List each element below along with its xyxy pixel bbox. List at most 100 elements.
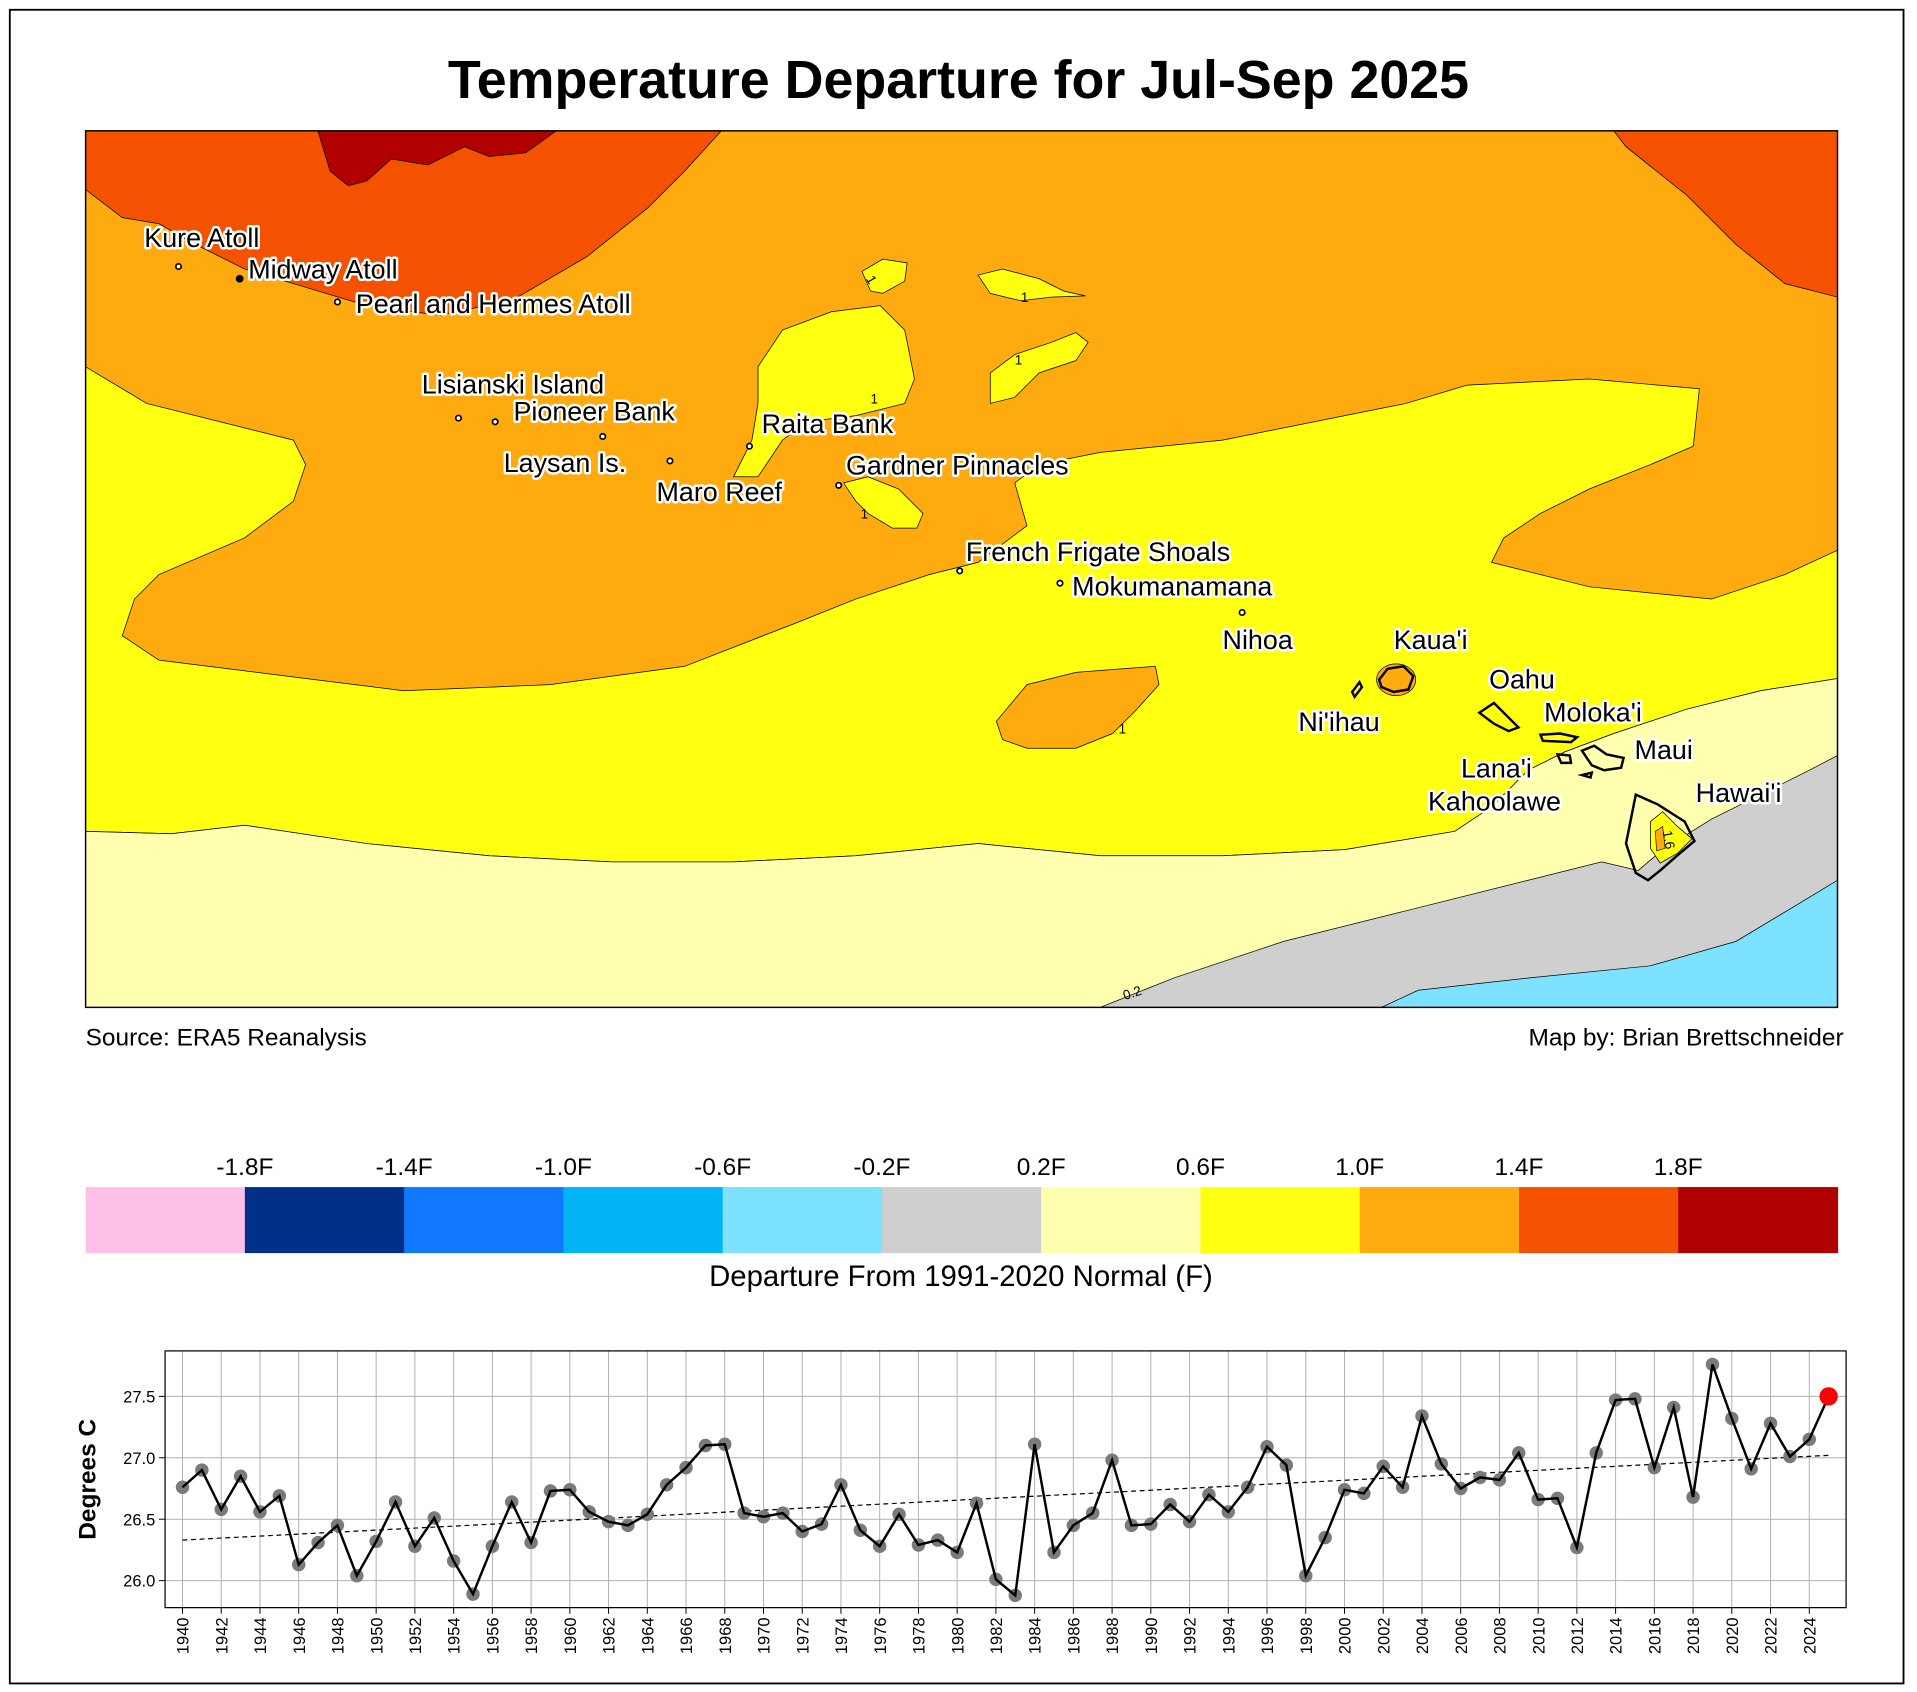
departure-map: 1 1 1 1 1 1 0.2 1.6 Kure Atoll Midway At… [85, 130, 1838, 1008]
contour-label: 0.2 [1121, 983, 1143, 1003]
place-label: Kaua'i [1394, 625, 1468, 655]
colorbar-swatch [1041, 1187, 1202, 1254]
x-tick-label: 1966 [678, 1617, 696, 1654]
credit-text: Map by: Brian Brettschneider [1528, 1024, 1843, 1051]
x-tick-label: 1942 [213, 1617, 231, 1654]
x-tick-label: 2000 [1337, 1617, 1355, 1654]
x-tick-label: 2018 [1685, 1617, 1703, 1654]
highlight-point-2025 [1819, 1387, 1838, 1406]
main-islands [1350, 663, 1696, 882]
contour-label: 1 [861, 506, 868, 521]
x-tick-label: 1990 [1143, 1617, 1161, 1654]
colorbar-tick-label: -0.6F [694, 1154, 751, 1181]
marker-ffs [956, 567, 964, 575]
x-tick-label: 1970 [756, 1617, 774, 1654]
y-tick-label: 26.5 [123, 1511, 155, 1529]
place-label: Mokumanamana [1072, 571, 1272, 601]
x-tick-label: 2004 [1414, 1617, 1432, 1654]
contour-label: 1 [1021, 290, 1028, 305]
place-label: Maro Reef [657, 477, 783, 507]
colorbar-swatch [881, 1187, 1042, 1254]
place-label: Midway Atoll [248, 255, 397, 285]
plot-frame [164, 1350, 1847, 1609]
x-tick-label: 1960 [562, 1617, 580, 1654]
figure-title: Temperature Departure for Jul-Sep 2025 [448, 50, 1469, 110]
series-line [181, 1364, 1830, 1598]
colorbar-swatch [1518, 1187, 1679, 1254]
colorbar-tick-label: 0.6F [1176, 1154, 1225, 1181]
marker-pearl-hermes [333, 298, 341, 306]
colorbar-swatch [1359, 1187, 1520, 1254]
place-label: Hawai'i [1696, 778, 1782, 808]
island-niihau [1350, 679, 1364, 700]
x-tick-label: 2002 [1375, 1617, 1393, 1654]
colorbar-swatch [1200, 1187, 1361, 1254]
band-0.6-1.0-small-c [989, 332, 1089, 404]
colorbar: -1.8F -1.4F -1.0F -0.6F -0.2F 0.2F 0.6F 1.0F 1.4… [85, 1154, 1839, 1254]
colorbar-tick-label: -0.2F [853, 1154, 910, 1181]
colorbar-tick-label: 1.8F [1654, 1154, 1703, 1181]
x-tick-label: 2010 [1530, 1617, 1548, 1654]
place-label: French Frigate Shoals [966, 537, 1230, 567]
marker-laysan [599, 432, 607, 440]
place-label: Kure Atoll [144, 223, 259, 253]
x-tick-label: 1964 [639, 1617, 657, 1654]
place-label: Raita Bank [762, 409, 894, 439]
y-tick-label: 26.0 [123, 1573, 155, 1591]
colorbar-swatch [404, 1187, 565, 1254]
x-tick-label: 2022 [1763, 1617, 1781, 1654]
place-label: Ni'ihau [1298, 707, 1379, 737]
band-1.0-1.4-south [995, 665, 1160, 749]
contour-label: 1 [1119, 722, 1126, 737]
band-above-1.8 [317, 130, 557, 187]
band-minus0.6-minus0.2 [1381, 879, 1838, 1008]
x-tick-label: 1972 [794, 1617, 812, 1654]
x-tick-label: 1994 [1220, 1617, 1238, 1654]
marker-lisianski [454, 414, 463, 422]
colorbar-swatch [85, 1187, 246, 1254]
colorbar-swatch [563, 1187, 724, 1254]
source-text: Source: ERA5 Reanalysis [86, 1024, 367, 1051]
place-label: Pearl and Hermes Atoll [356, 289, 631, 319]
map-frame [84, 130, 1839, 1009]
contour-label: 1 [1015, 352, 1022, 367]
place-label: Oahu [1489, 664, 1555, 694]
x-tick-label: 1940 [175, 1617, 193, 1654]
x-tick-label: 1982 [988, 1617, 1006, 1654]
hawaii-warm-spot [1650, 811, 1693, 864]
place-markers [174, 262, 1246, 617]
marker-kure [174, 262, 183, 271]
x-tick-label: 1984 [1027, 1617, 1045, 1654]
place-label: Pioneer Bank [513, 397, 675, 427]
colorbar-tick-label: -1.0F [535, 1154, 592, 1181]
place-label: Gardner Pinnacles [846, 450, 1069, 480]
marker-pioneer [491, 418, 499, 426]
trend-line [182, 1454, 1829, 1541]
place-label: Moloka'i [1544, 697, 1642, 727]
colorbar-tick-label: 1.4F [1495, 1154, 1544, 1181]
place-label: Laysan Is. [504, 448, 627, 478]
x-tick-label: 1950 [368, 1617, 386, 1654]
place-label: Kahoolawe [1428, 787, 1561, 817]
x-tick-label: 1996 [1259, 1617, 1277, 1654]
marker-gardner [835, 481, 843, 489]
x-tick-label: 1980 [949, 1617, 967, 1654]
marker-mokumanamana [1056, 579, 1064, 587]
island-kahoolawe [1577, 770, 1594, 780]
x-tick-label: 2020 [1724, 1617, 1742, 1654]
colorbar-swatch [722, 1187, 883, 1254]
x-tick-label: 1952 [407, 1617, 425, 1654]
x-tick-label: 2006 [1453, 1617, 1471, 1654]
island-lanai [1555, 752, 1573, 765]
y-axis-label: Degrees C [74, 1419, 101, 1540]
x-tick-label: 1968 [717, 1617, 735, 1654]
x-tick-label: 2024 [1801, 1617, 1819, 1654]
x-tick-label: 1954 [446, 1617, 464, 1654]
colorbar-title: Departure From 1991-2020 Normal (F) [709, 1260, 1213, 1293]
colorbar-tick-label: 1.0F [1335, 1154, 1384, 1181]
marker-raita [745, 442, 753, 450]
colorbar-tick-label: 0.2F [1017, 1154, 1066, 1181]
colorbar-swatch [244, 1187, 405, 1254]
island-hawaii [1624, 792, 1696, 882]
